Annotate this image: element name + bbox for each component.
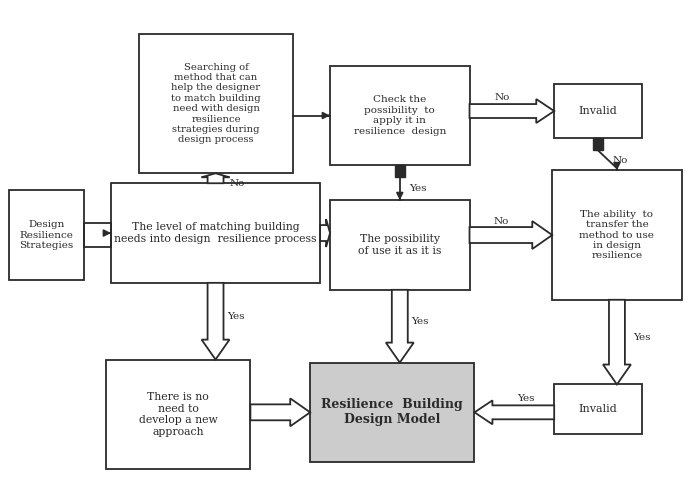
Polygon shape: [202, 283, 230, 360]
Text: Yes: Yes: [409, 184, 426, 193]
Text: Invalid: Invalid: [579, 404, 617, 415]
Polygon shape: [603, 300, 631, 385]
Polygon shape: [251, 398, 310, 426]
Text: Yes: Yes: [411, 317, 429, 326]
Text: Searching of
method that can
help the designer
to match building
need with desig: Searching of method that can help the de…: [171, 63, 261, 145]
Text: The level of matching building
needs into design  resilience process: The level of matching building needs int…: [114, 222, 317, 244]
Polygon shape: [320, 219, 330, 247]
Text: The possibility
of use it as it is: The possibility of use it as it is: [358, 234, 441, 256]
Text: Yes: Yes: [517, 394, 535, 403]
Text: No: No: [493, 217, 509, 225]
Text: No: No: [612, 156, 628, 165]
Text: There is no
need to
develop a new
approach: There is no need to develop a new approa…: [139, 392, 218, 437]
Bar: [554, 385, 642, 434]
Text: Design
Resilience
Strategies: Design Resilience Strategies: [20, 220, 74, 250]
Bar: [330, 200, 470, 290]
Bar: [552, 171, 682, 300]
Bar: [106, 360, 251, 469]
Polygon shape: [475, 400, 554, 424]
Polygon shape: [470, 221, 552, 249]
Bar: [593, 139, 603, 150]
Bar: [9, 190, 84, 280]
Text: No: No: [230, 179, 245, 188]
Text: Yes: Yes: [227, 312, 244, 321]
Polygon shape: [386, 290, 414, 363]
Bar: [554, 84, 642, 139]
Bar: [395, 165, 405, 177]
Text: Yes: Yes: [633, 333, 651, 342]
Text: No: No: [494, 93, 510, 101]
Polygon shape: [202, 173, 230, 183]
Text: Invalid: Invalid: [579, 106, 617, 116]
Text: The ability  to
transfer the
method to use
in design
resilience: The ability to transfer the method to us…: [579, 210, 654, 260]
Text: Check the
possibility  to
apply it in
resilience  design: Check the possibility to apply it in res…: [354, 96, 446, 136]
Bar: [111, 183, 320, 283]
Bar: [139, 34, 293, 173]
Polygon shape: [470, 99, 554, 123]
Bar: [310, 363, 475, 462]
Bar: [330, 66, 470, 165]
Text: Resilience  Building
Design Model: Resilience Building Design Model: [322, 398, 463, 426]
